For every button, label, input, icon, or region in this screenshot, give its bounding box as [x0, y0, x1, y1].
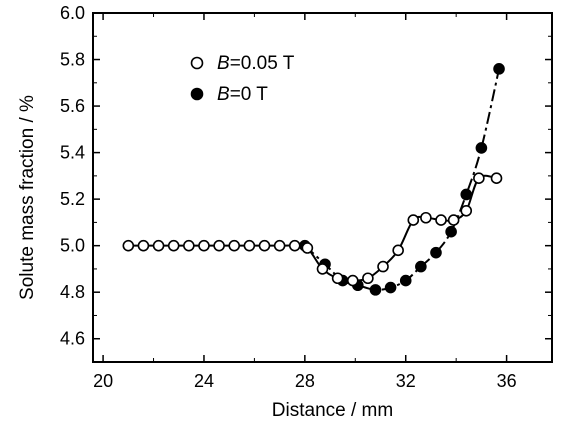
x-tick-label: 28 [295, 371, 315, 391]
filled-point [415, 260, 427, 273]
plot-frame [92, 12, 553, 363]
x-tick-label: 32 [396, 371, 416, 391]
open-point [258, 239, 271, 252]
series-line-1 [304, 68, 501, 291]
open-point [183, 239, 195, 252]
open-point [447, 214, 460, 226]
x-axis-label: Distance / mm [272, 400, 393, 421]
legend: B=0.05 T B=0 T [190, 53, 295, 105]
filled-point [445, 225, 457, 238]
open-point [137, 239, 150, 252]
y-axis-label: Solute mass fraction / % [17, 95, 38, 300]
open-point [301, 242, 314, 254]
filled-point [430, 246, 442, 259]
open-point [228, 239, 241, 252]
open-point [346, 274, 359, 287]
open-point [435, 214, 447, 226]
series-line-0 [128, 174, 497, 282]
open-point [490, 172, 503, 184]
filled-point [384, 281, 397, 294]
open-point [331, 272, 344, 285]
open-point [316, 263, 329, 275]
legend-label: B=0 T [217, 84, 268, 105]
filled-point [399, 274, 412, 287]
open-point [213, 239, 225, 252]
x-tick-label: 24 [194, 371, 214, 391]
y-tick-label: 5.0 [60, 236, 85, 256]
filled-point [369, 284, 382, 296]
y-tick-label: 5.4 [60, 143, 85, 163]
y-tick-label: 5.6 [60, 96, 85, 116]
legend-label: B=0.05 T [217, 53, 295, 74]
open-point [273, 239, 286, 252]
series-points [122, 63, 505, 296]
open-point [420, 211, 432, 224]
open-point [377, 260, 389, 273]
legend-marker [190, 56, 204, 70]
open-point [122, 239, 135, 252]
y-tick-label: 4.6 [60, 329, 85, 349]
open-point [407, 214, 420, 226]
y-tick-label: 6.0 [60, 3, 85, 23]
open-point [460, 204, 473, 217]
series-lines [128, 68, 501, 291]
open-point [243, 239, 256, 252]
open-point [473, 172, 485, 184]
filled-point [460, 188, 473, 201]
x-tick-label: 36 [497, 371, 517, 391]
filled-point [475, 142, 488, 154]
y-tick-label: 5.8 [60, 50, 85, 70]
open-point [362, 272, 374, 285]
filled-point [493, 63, 505, 75]
open-point [198, 239, 210, 252]
y-tick-label: 4.8 [60, 282, 85, 302]
axes: 20 24 28 32 36 4.6 4.8 5.0 5.2 5.4 5.6 5.8 6.0 [60, 3, 553, 391]
x-tick-label: 20 [93, 371, 113, 391]
open-point [288, 239, 301, 252]
legend-marker [190, 87, 204, 101]
y-tick-label: 5.2 [60, 189, 85, 209]
open-point [392, 244, 404, 257]
open-point [152, 239, 165, 252]
open-point [167, 239, 180, 252]
